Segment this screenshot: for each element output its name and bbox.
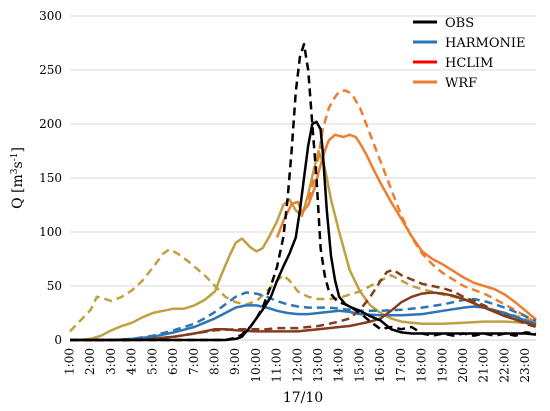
y-tick-label: 100: [39, 225, 62, 239]
series-line: [70, 120, 537, 342]
series-line: [70, 291, 537, 342]
y-tick-label: 300: [39, 9, 62, 23]
legend: OBS HARMONIE HCLIM WRF: [413, 16, 525, 91]
y-tick-label: 250: [39, 63, 62, 77]
legend-label: OBS: [445, 16, 474, 31]
x-tick-label: 23:00: [518, 348, 532, 383]
x-tick-label: 18:00: [415, 348, 429, 383]
x-tick-label: 3:00: [104, 348, 118, 375]
x-tick-label: 1:00: [63, 348, 77, 375]
x-tick-label: 12:00: [290, 348, 304, 383]
series-line: [306, 89, 537, 324]
y-axis-ticks: 0 50 100 150 200 250 300: [39, 9, 62, 347]
series-line: [70, 304, 537, 342]
series-line: [70, 42, 537, 342]
x-tick-label: 19:00: [435, 348, 449, 383]
series-line: [70, 149, 537, 342]
legend-label: HARMONIE: [445, 36, 525, 51]
x-tick-label: 6:00: [166, 348, 180, 375]
series-line: [70, 268, 537, 342]
x-tick-label: 21:00: [477, 348, 491, 383]
x-tick-label: 10:00: [249, 348, 263, 383]
x-tick-label: 22:00: [497, 348, 511, 383]
series-lines: [69, 42, 537, 342]
x-tick-label: 7:00: [187, 348, 201, 375]
legend-label: HCLIM: [445, 56, 493, 71]
series-line: [275, 133, 537, 321]
x-tick-label: 20:00: [456, 348, 470, 383]
x-tick-label: 15:00: [352, 348, 366, 383]
x-axis-title: 17/10: [283, 390, 323, 406]
y-tick-label: 200: [39, 117, 62, 131]
y-tick-label: 150: [39, 171, 62, 185]
y-tick-label: 0: [54, 333, 62, 347]
y-axis-title: Q [m3s-1]: [10, 147, 26, 209]
x-tick-label: 16:00: [373, 348, 387, 383]
x-tick-label: 2:00: [83, 348, 97, 375]
x-tick-label: 17:00: [394, 348, 408, 383]
x-tick-label: 9:00: [228, 348, 242, 375]
x-tick-label: 14:00: [332, 348, 346, 383]
x-tick-label: 5:00: [145, 348, 159, 375]
x-tick-label: 4:00: [125, 348, 139, 375]
x-tick-label: 13:00: [311, 348, 325, 383]
series-line: [69, 248, 537, 333]
y-tick-label: 50: [47, 279, 62, 293]
legend-label: WRF: [445, 76, 477, 91]
x-axis-ticks: 1:00 2:00 3:00 4:00 5:00 6:00 7:00 8:00 9:00 10:0…: [63, 348, 533, 383]
x-tick-label: 11:00: [270, 348, 284, 383]
x-tick-label: 8:00: [207, 348, 221, 375]
